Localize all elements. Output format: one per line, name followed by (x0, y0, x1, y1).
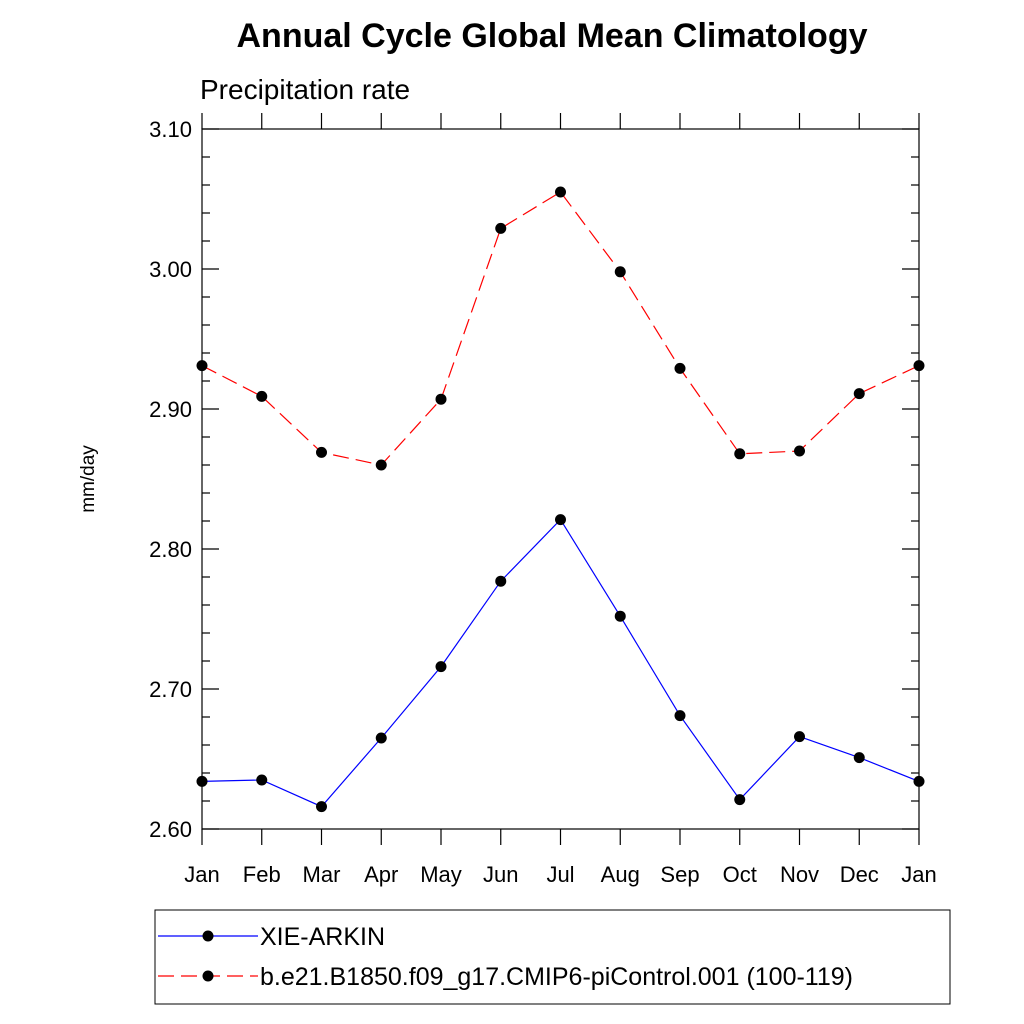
data-point (256, 390, 268, 402)
axis-ticks (201, 113, 920, 845)
data-point (555, 514, 566, 526)
x-tick-label: Feb (243, 862, 281, 887)
x-tick-label: Nov (780, 862, 819, 887)
data-point (734, 448, 746, 460)
x-tick-label: Mar (303, 862, 341, 887)
y-tick-labels: 2.60 2.70 2.80 2.90 3.00 3.10 (149, 117, 192, 842)
series-line-0 (201, 518, 920, 808)
series-group (196, 186, 925, 813)
x-tick-label: Jan (901, 862, 936, 887)
x-tick-label: Jan (184, 862, 219, 887)
data-point (674, 710, 686, 722)
x-tick-label: Aug (601, 862, 640, 887)
x-tick-labels: Jan Feb Mar Apr May Jun Jul Aug Sep Oct Nov Dec Jan (184, 862, 936, 887)
x-tick-label: Apr (364, 862, 398, 887)
x-tick-label: Jul (546, 862, 574, 887)
data-point (375, 459, 387, 471)
legend-label-0: XIE-ARKIN (260, 923, 385, 951)
data-point (913, 775, 925, 787)
y-tick-label: 3.10 (149, 117, 192, 142)
data-point (435, 661, 447, 673)
y-axis-label: mm/day (78, 445, 99, 513)
data-point (375, 732, 387, 744)
y-tick-label: 3.00 (149, 257, 192, 282)
data-point (794, 445, 805, 457)
data-point (196, 775, 208, 787)
data-point (316, 446, 327, 458)
data-point (734, 794, 746, 806)
data-point (853, 388, 865, 400)
data-point (495, 575, 507, 587)
data-point (794, 731, 805, 743)
data-point (555, 186, 566, 198)
x-tick-label: Dec (840, 862, 879, 887)
legend-marker (202, 970, 214, 982)
data-point (196, 360, 208, 372)
data-point (614, 266, 626, 278)
legend: XIE-ARKIN b.e21.B1850.f09_g17.CMIP6-piCon… (158, 923, 853, 991)
x-tick-label: Sep (660, 862, 699, 887)
plot-frame (201, 128, 920, 830)
x-tick-label: Jun (483, 862, 518, 887)
chart-title: Annual Cycle Global Mean Climatology (237, 17, 868, 55)
legend-label-1: b.e21.B1850.f09_g17.CMIP6-piControl.001 … (260, 963, 853, 991)
x-tick-label: Oct (723, 862, 757, 887)
y-tick-label: 2.90 (149, 397, 192, 422)
data-point (316, 801, 327, 813)
data-point (495, 222, 507, 234)
y-tick-label: 2.70 (149, 677, 192, 702)
legend-box (154, 909, 951, 1005)
data-point (256, 774, 268, 786)
x-tick-label: May (420, 862, 462, 887)
y-tick-label: 2.60 (149, 817, 192, 842)
data-point (853, 752, 865, 764)
data-point (913, 360, 925, 372)
chart-subtitle: Precipitation rate (200, 74, 410, 105)
series-line-1 (201, 191, 920, 466)
data-point (674, 362, 686, 374)
y-tick-label: 2.80 (149, 537, 192, 562)
data-point (435, 393, 447, 405)
data-point (614, 610, 626, 622)
legend-marker (202, 930, 214, 942)
